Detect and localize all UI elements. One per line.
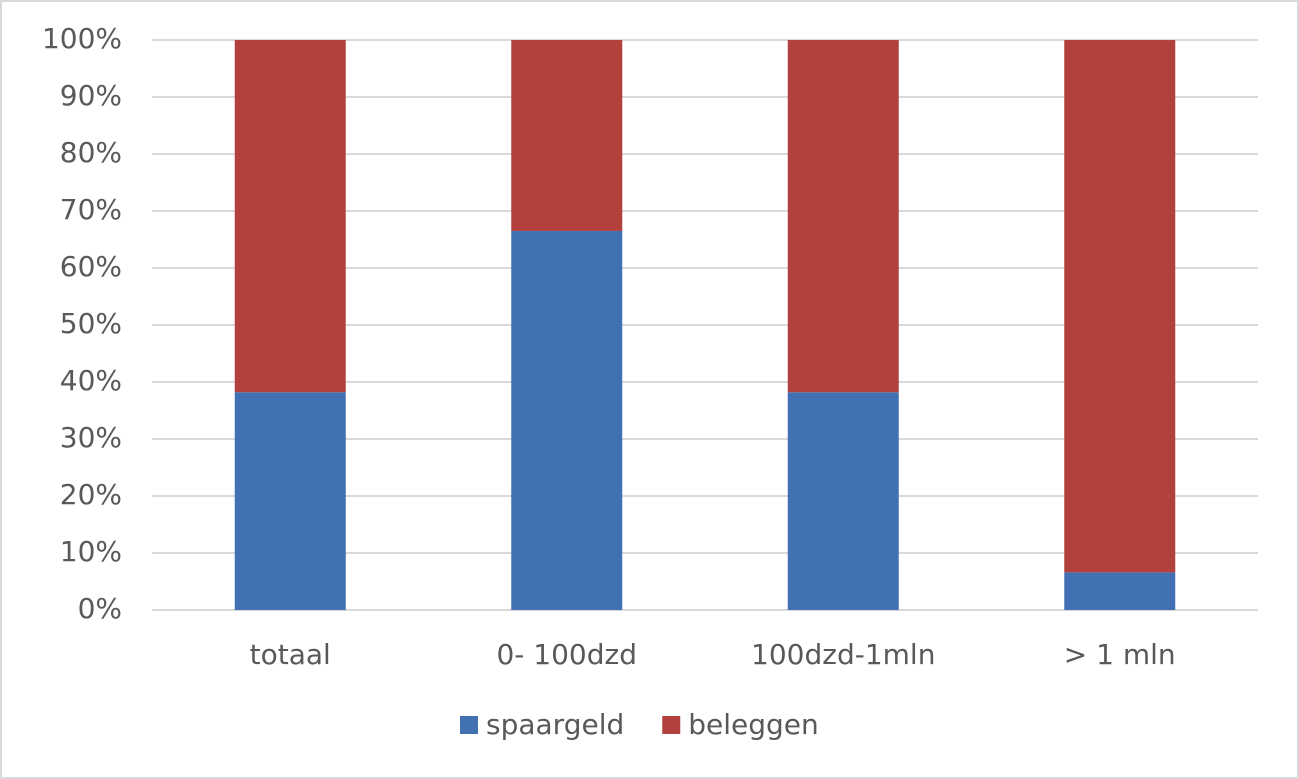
x-tick-label: 0- 100dzd [496,638,637,671]
legend-swatch [662,716,681,734]
bar-segment [787,392,899,610]
legend-label: spaargeld [486,708,624,741]
bar-segment [1064,572,1176,610]
legend-label: beleggen [688,708,819,741]
x-tick-label: 100dzd-1mln [751,638,935,671]
y-tick-label: 90% [60,79,122,112]
bar-segment [511,230,623,610]
y-tick-label: 0% [78,592,122,625]
y-tick-label: 10% [60,535,122,568]
y-tick-label: 40% [60,364,122,397]
y-tick-label: 60% [60,250,122,283]
bar-segment [787,40,899,393]
x-tick-label: > 1 mln [1064,638,1176,671]
y-tick-label: 100% [42,22,122,55]
bar-segment [511,40,623,231]
bar-segment [234,40,346,393]
y-tick-label: 50% [60,307,122,340]
legend-swatch [460,716,478,734]
x-tick-label: totaal [250,638,331,671]
y-tick-label: 30% [60,421,122,454]
bar-segment [1064,40,1176,573]
y-tick-label: 80% [60,136,122,169]
bar-segment [234,392,346,610]
y-tick-label: 70% [60,193,122,226]
y-tick-label: 20% [60,478,122,511]
